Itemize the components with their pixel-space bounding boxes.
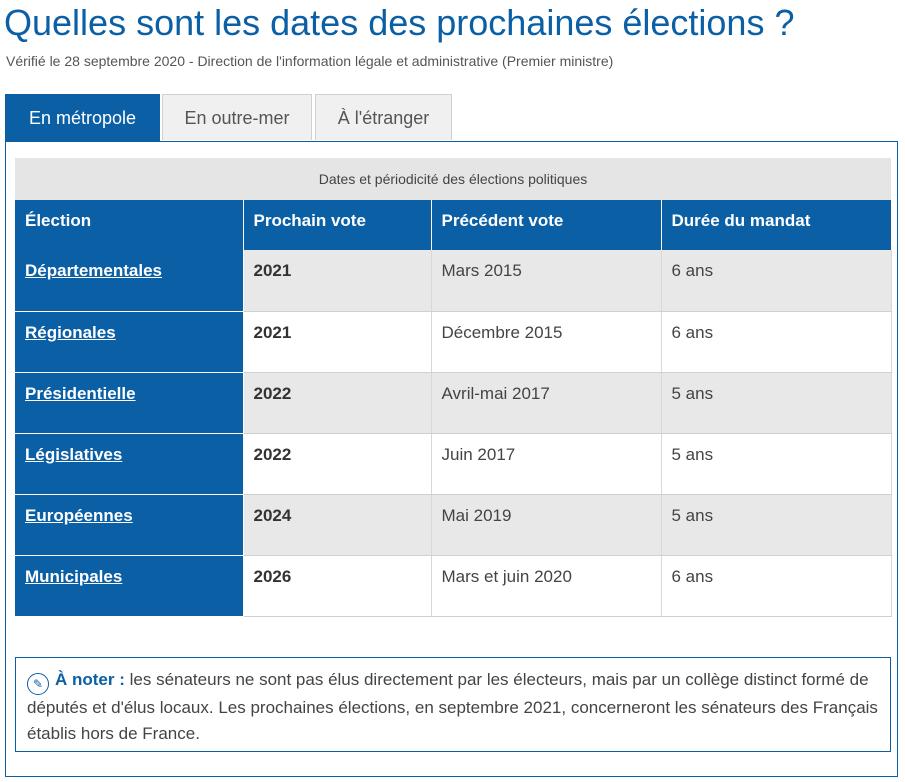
previous-vote-cell: Mai 2019 <box>431 494 662 556</box>
next-vote-cell: 2022 <box>243 372 432 434</box>
next-vote-cell: 2021 <box>243 311 432 373</box>
page-title: Quelles sont les dates des prochaines él… <box>4 2 795 43</box>
election-link[interactable]: Présidentielle <box>25 383 136 403</box>
table-row: Régionales 2021 Décembre 2015 6 ans <box>15 311 892 373</box>
elections-table: Élection Prochain vote Précédent vote Du… <box>15 200 892 617</box>
tab-panel: Dates et périodicité des élections polit… <box>5 141 898 777</box>
table-body: Départementales 2021 Mars 2015 6 ans Rég… <box>15 250 892 617</box>
note-label: À noter : <box>55 670 125 689</box>
tab-etranger[interactable]: À l'étranger <box>315 94 452 140</box>
election-link[interactable]: Municipales <box>25 566 123 586</box>
election-cell: Régionales <box>15 311 244 373</box>
previous-vote-cell: Décembre 2015 <box>431 311 662 373</box>
election-cell: Départementales <box>15 250 244 312</box>
verified-date: Vérifié le 28 septembre 2020 - Direction… <box>6 53 614 69</box>
note-text: les sénateurs ne sont pas élus directeme… <box>27 670 878 743</box>
table-row: Européennes 2024 Mai 2019 5 ans <box>15 494 892 556</box>
header-next-vote: Prochain vote <box>243 200 432 250</box>
election-cell: Européennes <box>15 494 244 556</box>
header-election: Élection <box>15 200 244 250</box>
next-vote-cell: 2022 <box>243 433 432 495</box>
election-cell: Législatives <box>15 433 244 495</box>
previous-vote-cell: Juin 2017 <box>431 433 662 495</box>
table-row: Municipales 2026 Mars et juin 2020 6 ans <box>15 555 892 617</box>
duration-cell: 6 ans <box>661 250 892 312</box>
next-vote-cell: 2026 <box>243 555 432 617</box>
election-link[interactable]: Régionales <box>25 322 116 342</box>
election-cell: Présidentielle <box>15 372 244 434</box>
table-row: Législatives 2022 Juin 2017 5 ans <box>15 433 892 495</box>
table-header-row: Élection Prochain vote Précédent vote Du… <box>15 200 891 250</box>
previous-vote-cell: Avril-mai 2017 <box>431 372 662 434</box>
table-row: Départementales 2021 Mars 2015 6 ans <box>15 250 892 312</box>
election-cell: Municipales <box>15 555 244 617</box>
table-row: Présidentielle 2022 Avril-mai 2017 5 ans <box>15 372 892 434</box>
header-duration: Durée du mandat <box>661 200 891 250</box>
next-vote-cell: 2021 <box>243 250 432 312</box>
duration-cell: 6 ans <box>661 311 892 373</box>
header-previous-vote: Précédent vote <box>431 200 662 250</box>
election-link[interactable]: Législatives <box>25 444 123 464</box>
pencil-icon: ✎ <box>27 673 49 695</box>
tab-outre-mer[interactable]: En outre-mer <box>162 94 312 140</box>
previous-vote-cell: Mars 2015 <box>431 250 662 312</box>
duration-cell: 5 ans <box>661 494 892 556</box>
previous-vote-cell: Mars et juin 2020 <box>431 555 662 617</box>
tab-metropole[interactable]: En métropole <box>5 94 160 142</box>
next-vote-cell: 2024 <box>243 494 432 556</box>
note-box: ✎ À noter : les sénateurs ne sont pas élu… <box>15 657 891 752</box>
table-caption: Dates et périodicité des élections polit… <box>15 158 891 200</box>
election-link[interactable]: Départementales <box>25 261 163 280</box>
election-link[interactable]: Européennes <box>25 505 133 525</box>
duration-cell: 5 ans <box>661 433 892 495</box>
duration-cell: 5 ans <box>661 372 892 434</box>
duration-cell: 6 ans <box>661 555 892 617</box>
